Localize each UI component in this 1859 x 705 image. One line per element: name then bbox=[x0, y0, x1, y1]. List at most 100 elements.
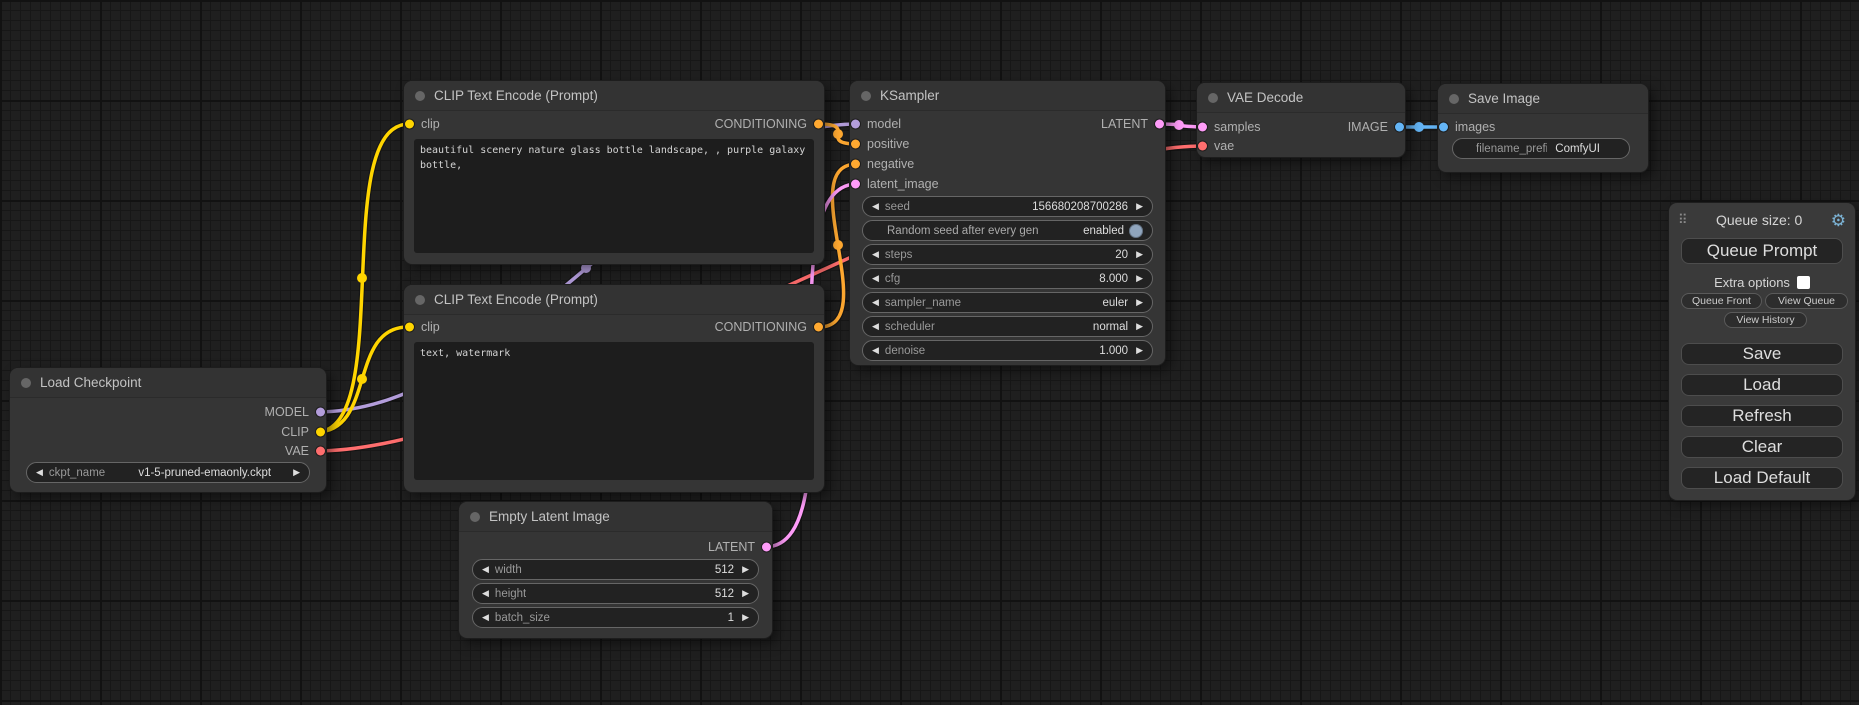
latent-output-dot[interactable] bbox=[762, 542, 771, 552]
node-titlebar[interactable]: Load Checkpoint bbox=[10, 368, 326, 398]
collapse-dot-icon[interactable] bbox=[415, 294, 425, 305]
vae-output-dot[interactable] bbox=[316, 446, 325, 456]
right-arrow-icon[interactable]: ▶ bbox=[293, 467, 300, 477]
left-arrow-icon[interactable]: ◀ bbox=[872, 249, 879, 259]
gear-icon[interactable]: ⚙ bbox=[1830, 210, 1846, 230]
node-title: CLIP Text Encode (Prompt) bbox=[434, 88, 598, 103]
save-button[interactable]: Save bbox=[1681, 343, 1843, 365]
latent-image-input-dot[interactable] bbox=[851, 179, 860, 189]
right-arrow-icon[interactable]: ▶ bbox=[742, 564, 749, 574]
image-output-dot[interactable] bbox=[1395, 122, 1404, 132]
left-arrow-icon[interactable]: ◀ bbox=[872, 201, 879, 211]
width-widget[interactable]: ◀ width 512 ▶ bbox=[472, 559, 759, 580]
right-arrow-icon[interactable]: ▶ bbox=[1136, 273, 1143, 283]
output-slot-latent: LATENT bbox=[1101, 115, 1165, 133]
clip-output-dot[interactable] bbox=[316, 427, 325, 437]
queue-prompt-button[interactable]: Queue Prompt bbox=[1681, 238, 1843, 264]
height-widget[interactable]: ◀ height 512 ▶ bbox=[472, 583, 759, 604]
refresh-button[interactable]: Refresh bbox=[1681, 405, 1843, 427]
collapse-dot-icon[interactable] bbox=[415, 90, 425, 101]
clip-input-dot[interactable] bbox=[405, 322, 414, 332]
seed-widget[interactable]: ◀ seed 156680208700286 ▶ bbox=[862, 196, 1153, 217]
model-output-dot[interactable] bbox=[316, 407, 325, 417]
clip-input-dot[interactable] bbox=[405, 119, 414, 129]
node-titlebar[interactable]: CLIP Text Encode (Prompt) bbox=[404, 285, 824, 315]
left-arrow-icon[interactable]: ◀ bbox=[872, 345, 879, 355]
collapse-dot-icon[interactable] bbox=[470, 511, 480, 522]
positive-input-dot[interactable] bbox=[851, 139, 860, 149]
collapse-dot-icon[interactable] bbox=[861, 90, 871, 101]
right-arrow-icon[interactable]: ▶ bbox=[1136, 345, 1143, 355]
right-arrow-icon[interactable]: ▶ bbox=[742, 588, 749, 598]
random-seed-toggle-widget[interactable]: Random seed after every gen enabled bbox=[862, 220, 1153, 241]
toggle-icon[interactable] bbox=[1129, 223, 1143, 238]
steps-widget[interactable]: ◀ steps 20 ▶ bbox=[862, 244, 1153, 265]
right-arrow-icon[interactable]: ▶ bbox=[1136, 297, 1143, 307]
queue-front-button[interactable]: Queue Front bbox=[1681, 293, 1762, 309]
collapse-dot-icon[interactable] bbox=[1449, 93, 1459, 104]
filename-prefix-widget[interactable]: filename_prefix ComfyUI bbox=[1452, 138, 1630, 159]
view-queue-button[interactable]: View Queue bbox=[1765, 293, 1848, 309]
images-input-dot[interactable] bbox=[1439, 122, 1448, 132]
denoise-widget[interactable]: ◀ denoise 1.000 ▶ bbox=[862, 340, 1153, 361]
model-input-dot[interactable] bbox=[851, 119, 860, 129]
scheduler-widget[interactable]: ◀ scheduler normal ▶ bbox=[862, 316, 1153, 337]
left-arrow-icon[interactable]: ◀ bbox=[872, 273, 879, 283]
left-arrow-icon[interactable]: ◀ bbox=[872, 297, 879, 307]
left-arrow-icon[interactable]: ◀ bbox=[36, 467, 43, 477]
load-button[interactable]: Load bbox=[1681, 374, 1843, 396]
node-titlebar[interactable]: VAE Decode bbox=[1197, 83, 1405, 113]
left-arrow-icon[interactable]: ◀ bbox=[482, 588, 489, 598]
positive-prompt-textarea[interactable]: beautiful scenery nature glass bottle la… bbox=[414, 139, 814, 253]
negative-prompt-textarea[interactable]: text, watermark bbox=[414, 342, 814, 480]
sampler-name-widget[interactable]: ◀ sampler_name euler ▶ bbox=[862, 292, 1153, 313]
negative-input-dot[interactable] bbox=[851, 159, 860, 169]
latent-output-dot[interactable] bbox=[1155, 119, 1164, 129]
load-default-button[interactable]: Load Default bbox=[1681, 467, 1843, 489]
node-title: VAE Decode bbox=[1227, 90, 1304, 105]
right-arrow-icon[interactable]: ▶ bbox=[1136, 321, 1143, 331]
collapse-dot-icon[interactable] bbox=[21, 377, 31, 388]
right-arrow-icon[interactable]: ▶ bbox=[742, 612, 749, 622]
node-clip-text-encode-negative[interactable]: CLIP Text Encode (Prompt) clip CONDITION… bbox=[404, 285, 824, 492]
conditioning-output-dot[interactable] bbox=[814, 119, 823, 129]
node-save-image[interactable]: Save Image images filename_prefix ComfyU… bbox=[1438, 84, 1648, 172]
view-history-button[interactable]: View History bbox=[1724, 312, 1807, 328]
right-arrow-icon[interactable]: ▶ bbox=[1136, 249, 1143, 259]
left-arrow-icon[interactable]: ◀ bbox=[872, 321, 879, 331]
node-titlebar[interactable]: Save Image bbox=[1438, 84, 1648, 114]
vae-input-dot[interactable] bbox=[1198, 141, 1207, 151]
samples-input-dot[interactable] bbox=[1198, 122, 1207, 132]
node-title: CLIP Text Encode (Prompt) bbox=[434, 292, 598, 307]
node-load-checkpoint[interactable]: Load Checkpoint MODEL CLIP VAE ◀ ckpt_na… bbox=[10, 368, 326, 492]
slot-label: LATENT bbox=[708, 540, 755, 554]
widget-value: normal bbox=[1092, 320, 1129, 333]
extra-options-checkbox[interactable] bbox=[1796, 275, 1810, 289]
right-arrow-icon[interactable]: ▶ bbox=[1136, 201, 1143, 211]
drag-handle-icon[interactable]: ⠿ bbox=[1678, 212, 1688, 227]
left-arrow-icon[interactable]: ◀ bbox=[482, 612, 489, 622]
collapse-dot-icon[interactable] bbox=[1208, 92, 1218, 103]
slot-label: clip bbox=[421, 320, 440, 334]
ckpt-name-widget[interactable]: ◀ ckpt_name v1-5-pruned-emaonly.ckpt ▶ bbox=[26, 462, 310, 483]
widget-value: 512 bbox=[714, 563, 735, 576]
batch-size-widget[interactable]: ◀ batch_size 1 ▶ bbox=[472, 607, 759, 628]
node-titlebar[interactable]: Empty Latent Image bbox=[459, 502, 772, 532]
left-arrow-icon[interactable]: ◀ bbox=[482, 564, 489, 574]
widget-value: 1.000 bbox=[1099, 344, 1129, 357]
node-titlebar[interactable]: KSampler bbox=[850, 81, 1165, 111]
node-titlebar[interactable]: CLIP Text Encode (Prompt) bbox=[404, 81, 824, 111]
node-vae-decode[interactable]: VAE Decode samples vae IMAGE bbox=[1197, 83, 1405, 157]
conditioning-output-dot[interactable] bbox=[814, 322, 823, 332]
node-empty-latent-image[interactable]: Empty Latent Image LATENT ◀ width 512 ▶ … bbox=[459, 502, 772, 638]
node-clip-text-encode-positive[interactable]: CLIP Text Encode (Prompt) clip CONDITION… bbox=[404, 81, 824, 264]
widget-value: 1 bbox=[727, 611, 735, 624]
slot-label: LATENT bbox=[1101, 117, 1148, 131]
queue-panel-header: ⠿ Queue size: 0 ⚙ bbox=[1678, 209, 1846, 231]
node-ksampler[interactable]: KSampler model positive negative latent_… bbox=[850, 81, 1165, 365]
output-slot-clip: CLIP bbox=[281, 423, 326, 441]
clear-button[interactable]: Clear bbox=[1681, 436, 1843, 458]
cfg-widget[interactable]: ◀ cfg 8.000 ▶ bbox=[862, 268, 1153, 289]
output-slot-latent: LATENT bbox=[708, 538, 772, 556]
